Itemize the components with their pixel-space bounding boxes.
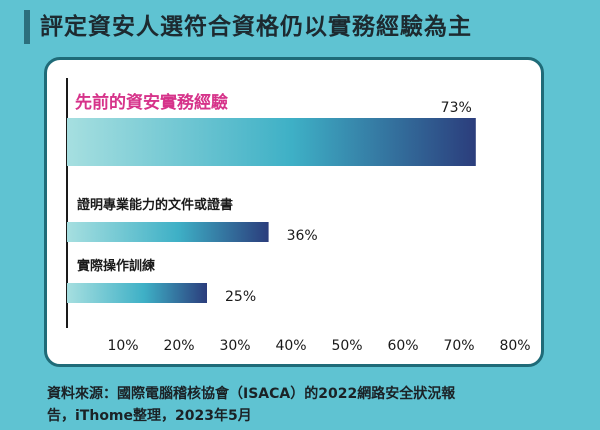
bar bbox=[67, 118, 476, 166]
source-note-line1: 資料來源：國際電腦稽核協會（ISACA）的2022網路安全狀況報 bbox=[47, 386, 456, 402]
x-tick-label: 30% bbox=[219, 338, 250, 354]
source-note-line2: 告，iThome整理，2023年5月 bbox=[47, 408, 252, 424]
bar bbox=[67, 283, 207, 303]
category-label: 證明專業能力的文件或證書 bbox=[77, 197, 233, 213]
value-label: 73% bbox=[441, 100, 472, 116]
source-note: 資料來源：國際電腦稽核協會（ISACA）的2022網路安全狀況報 告，iThom… bbox=[47, 383, 567, 427]
chart-title: 評定資安人選符合資格仍以實務經驗為主 bbox=[24, 10, 472, 44]
bar bbox=[67, 222, 269, 242]
value-label: 36% bbox=[287, 228, 318, 244]
bar-chart: 10% 20% 30% 40% 50% 60% 70% 80% 先前的資安實務經驗 73% 證明專業… bbox=[66, 78, 531, 354]
x-tick-label: 80% bbox=[499, 338, 530, 354]
x-tick-label: 40% bbox=[275, 338, 306, 354]
x-tick-label: 60% bbox=[387, 338, 418, 354]
x-tick-label: 20% bbox=[163, 338, 194, 354]
chart-card: 10% 20% 30% 40% 50% 60% 70% 80% 先前的資安實務經驗 73% 證明專業… bbox=[44, 57, 544, 367]
category-label: 實際操作訓練 bbox=[77, 258, 155, 274]
x-tick-label: 50% bbox=[331, 338, 362, 354]
x-tick-label: 70% bbox=[443, 338, 474, 354]
value-label: 25% bbox=[225, 289, 256, 305]
x-tick-label: 10% bbox=[107, 338, 138, 354]
category-label: 先前的資安實務經驗 bbox=[75, 92, 228, 113]
